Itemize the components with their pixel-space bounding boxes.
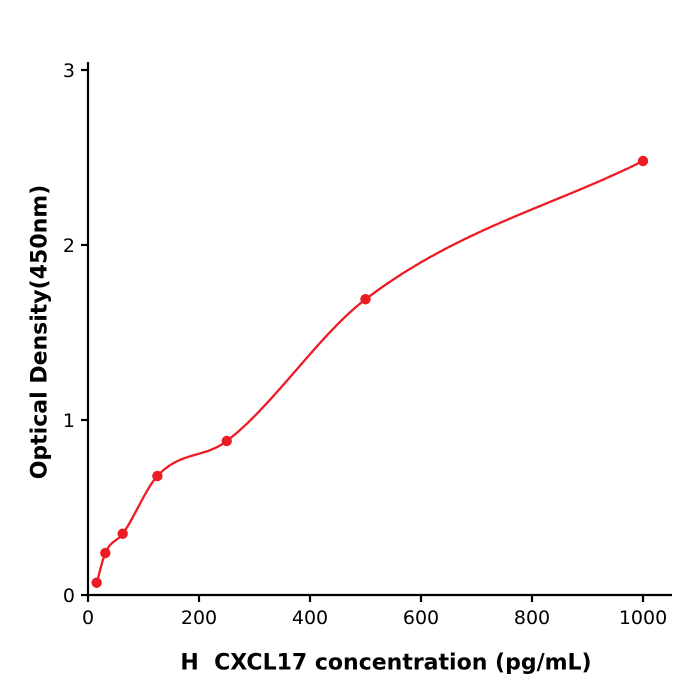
y-tick-label: 2	[63, 235, 75, 257]
x-tick-label: 1000	[619, 607, 667, 629]
x-tick-label: 0	[82, 607, 94, 629]
data-point	[360, 294, 371, 305]
series-group	[91, 155, 649, 588]
axes-group	[86, 62, 672, 597]
data-point	[637, 155, 649, 167]
data-point	[221, 435, 232, 447]
y-axis-label: Optical Density(450nm)	[27, 184, 53, 480]
data-point	[91, 577, 102, 588]
data-point	[100, 547, 111, 559]
fit-curve	[95, 159, 645, 584]
y-tick-label: 1	[63, 410, 75, 432]
y-tick-label: 3	[63, 60, 75, 82]
y-tick-label: 0	[63, 585, 75, 607]
ticks-group: 0 200 400 600 800 1000 0 1 2 3	[63, 60, 667, 629]
x-axis-label: H CXCL17 concentration (pg/mL)	[180, 650, 592, 676]
x-tick-label: 200	[181, 607, 217, 629]
x-tick-label: 400	[292, 607, 328, 629]
x-tick-label: 800	[514, 607, 550, 629]
x-tick-label: 600	[403, 607, 439, 629]
data-point	[117, 528, 128, 539]
data-point	[152, 470, 163, 482]
